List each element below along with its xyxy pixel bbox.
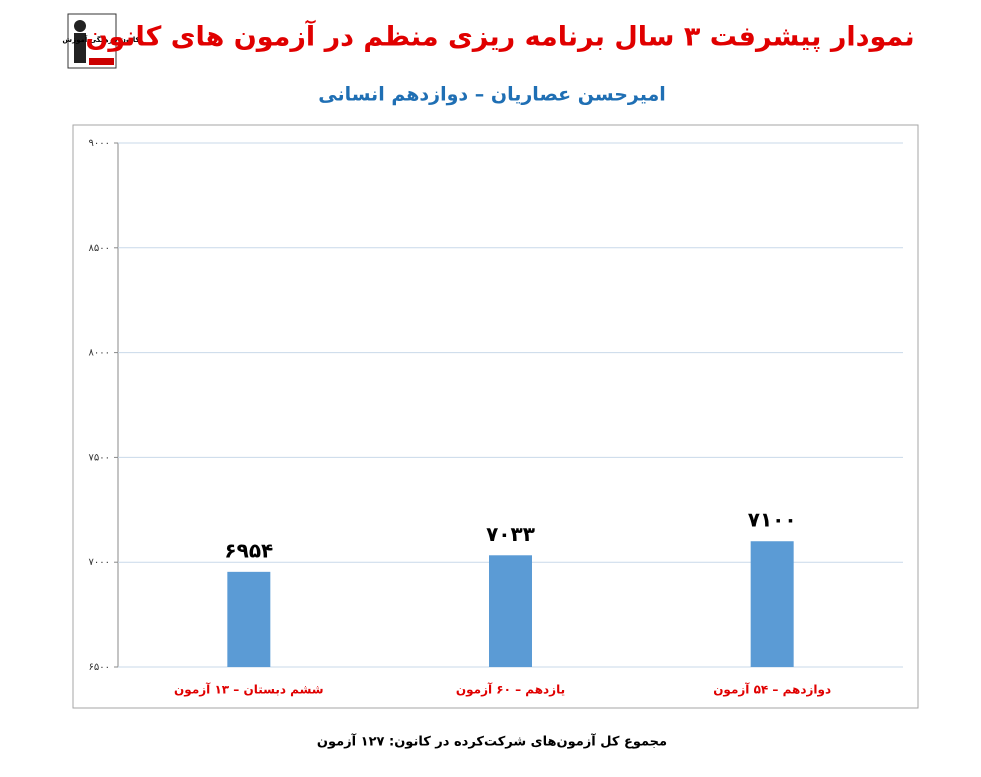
logo: کانون فرهنگی آموزش [62, 13, 141, 69]
y-tick-label: ۸۵۰۰ [89, 243, 110, 254]
bar [489, 555, 532, 667]
y-tick-label: ۹۰۰۰ [89, 138, 110, 149]
x-tick-label: دوازدهم – ۵۴ آزمون [713, 682, 831, 698]
chart-subtitle: امیرحسن عصاریان – دوازدهم انسانی [318, 84, 666, 106]
x-tick-label: ششم دبستان – ۱۳ آزمون [174, 682, 324, 698]
data-label: ۶۹۵۴ [224, 538, 273, 562]
data-label: ۷۱۰۰ [748, 508, 797, 532]
y-tick-label: ۸۰۰۰ [89, 348, 110, 359]
y-tick-label: ۷۰۰۰ [89, 557, 110, 568]
logo-icon [89, 58, 114, 65]
footnote: مجموع کل آزمون‌های شرکت‌کرده در کانون: ۱… [317, 733, 667, 750]
bar [227, 571, 271, 667]
bar [750, 541, 794, 667]
x-tick-label: یازدهم – ۶۰ آزمون [456, 682, 565, 698]
y-tick-label: ۶۵۰۰ [89, 662, 110, 673]
logo-icon [74, 33, 86, 63]
data-label: ۷۰۳۳ [486, 522, 535, 546]
plot-frame [72, 124, 919, 709]
y-tick-label: ۷۵۰۰ [89, 452, 110, 463]
logo-text: کانون فرهنگی آموزش [62, 35, 140, 44]
logo-icon [74, 20, 86, 32]
chart-title: نمودار پیشرفت ۳ سال برنامه ریزی منظم در … [85, 20, 914, 53]
